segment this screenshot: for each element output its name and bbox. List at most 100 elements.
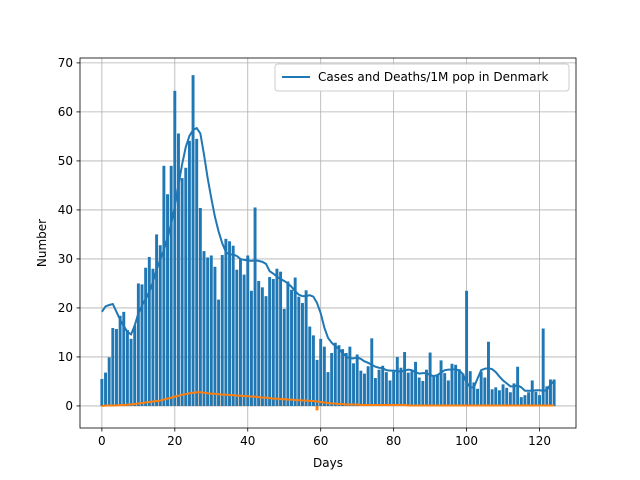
- cases-bar: [239, 259, 242, 406]
- y-axis-ticks: 0 10 20 30 40 50 60 70: [58, 56, 80, 413]
- cases-bar: [242, 274, 246, 406]
- cases-bar: [483, 377, 487, 406]
- cases-bar: [184, 167, 188, 406]
- y-tick-label: 50: [58, 154, 73, 168]
- cases-bar: [505, 387, 509, 406]
- y-tick-label: 0: [65, 399, 73, 413]
- cases-bar: [308, 326, 312, 406]
- cases-bar: [425, 369, 428, 406]
- cases-bar: [231, 245, 235, 406]
- x-tick-label: 100: [455, 434, 478, 448]
- cases-bar: [552, 379, 556, 406]
- cases-bar: [410, 371, 414, 406]
- cases-line: [101, 126, 555, 392]
- cases-bar: [220, 255, 224, 406]
- cases-bar: [129, 338, 133, 406]
- cases-bar: [523, 395, 527, 406]
- cases-bar: [319, 338, 323, 406]
- cases-bar: [173, 90, 177, 406]
- cases-bar: [144, 267, 148, 406]
- cases-bar: [311, 335, 315, 406]
- x-tick-label: 60: [313, 434, 328, 448]
- cases-bar: [111, 328, 115, 406]
- cases-bar: [370, 338, 374, 406]
- cases-bar: [435, 375, 439, 406]
- cases-bar: [235, 269, 239, 406]
- cases-bar: [122, 311, 126, 406]
- cases-bar: [140, 284, 144, 406]
- cases-bar: [107, 357, 111, 406]
- cases-bar: [169, 165, 173, 406]
- cases-bars: [100, 75, 556, 406]
- cases-bar: [187, 140, 191, 406]
- legend-box: [274, 63, 570, 92]
- cases-bar: [155, 234, 159, 406]
- cases-bar: [293, 277, 297, 406]
- cases-bar: [446, 380, 450, 406]
- cases-bar: [217, 299, 221, 406]
- cases-bar: [195, 138, 199, 406]
- cases-bar: [381, 365, 385, 406]
- cases-bar: [333, 342, 337, 406]
- cases-bar: [432, 376, 436, 406]
- cases-bar: [104, 372, 107, 406]
- cases-bar: [545, 386, 549, 406]
- cases-bar: [487, 341, 490, 406]
- cases-bar: [301, 303, 304, 406]
- cases-bar: [348, 346, 352, 406]
- deaths-line: [101, 391, 555, 407]
- cases-bar: [191, 75, 195, 406]
- legend: Cases and Deaths/1M pop in Denmark: [274, 63, 570, 92]
- y-tick-label: 70: [58, 56, 73, 70]
- cases-bar: [490, 389, 494, 406]
- cases-bar: [330, 353, 334, 406]
- cases-bar: [147, 256, 151, 406]
- cases-bar: [260, 287, 264, 406]
- cases-bar: [392, 371, 396, 406]
- cases-bar: [337, 345, 341, 406]
- cases-bar: [162, 165, 166, 406]
- cases-bar: [472, 382, 476, 406]
- plot-frame: [79, 57, 577, 429]
- cases-bar: [180, 178, 184, 406]
- cases-bar: [384, 372, 388, 406]
- cases-bar: [224, 238, 228, 406]
- cases-bar: [341, 349, 345, 406]
- cases-bar: [246, 255, 250, 406]
- cases-bar: [282, 308, 286, 406]
- y-tick-label: 10: [58, 350, 73, 364]
- y-axis-label: Number: [35, 219, 49, 267]
- cases-bar: [151, 268, 155, 406]
- cases-bar: [527, 392, 531, 406]
- cases-bar: [465, 290, 469, 406]
- cases-bar: [476, 388, 479, 406]
- cases-bar: [100, 378, 104, 406]
- cases-bar: [530, 380, 534, 406]
- cases-bar: [228, 241, 231, 406]
- cases-bar: [158, 245, 162, 406]
- plot-area: [79, 57, 577, 429]
- cases-bar: [439, 360, 443, 406]
- x-tick-label: 0: [98, 434, 106, 448]
- cases-bar: [494, 387, 498, 406]
- cases-bar: [264, 296, 268, 406]
- cases-bar: [136, 283, 140, 406]
- cases-bar: [406, 372, 410, 406]
- cases-bar: [166, 194, 169, 406]
- cases-bar: [257, 280, 261, 406]
- y-tick-label: 60: [58, 105, 73, 119]
- cases-bar: [508, 392, 512, 406]
- cases-bar: [395, 356, 399, 406]
- legend-label: Cases and Deaths/1M pop in Denmark: [318, 70, 549, 84]
- cases-bar: [326, 372, 330, 406]
- cases-bar: [414, 361, 417, 406]
- cases-bar: [388, 380, 392, 406]
- x-tick-label: 120: [528, 434, 551, 448]
- cases-bar: [549, 379, 552, 406]
- cases-bar: [461, 373, 465, 406]
- cases-bar: [206, 257, 210, 406]
- cases-bar: [118, 315, 122, 406]
- cases-bar: [454, 364, 458, 406]
- cases-bar: [519, 397, 523, 406]
